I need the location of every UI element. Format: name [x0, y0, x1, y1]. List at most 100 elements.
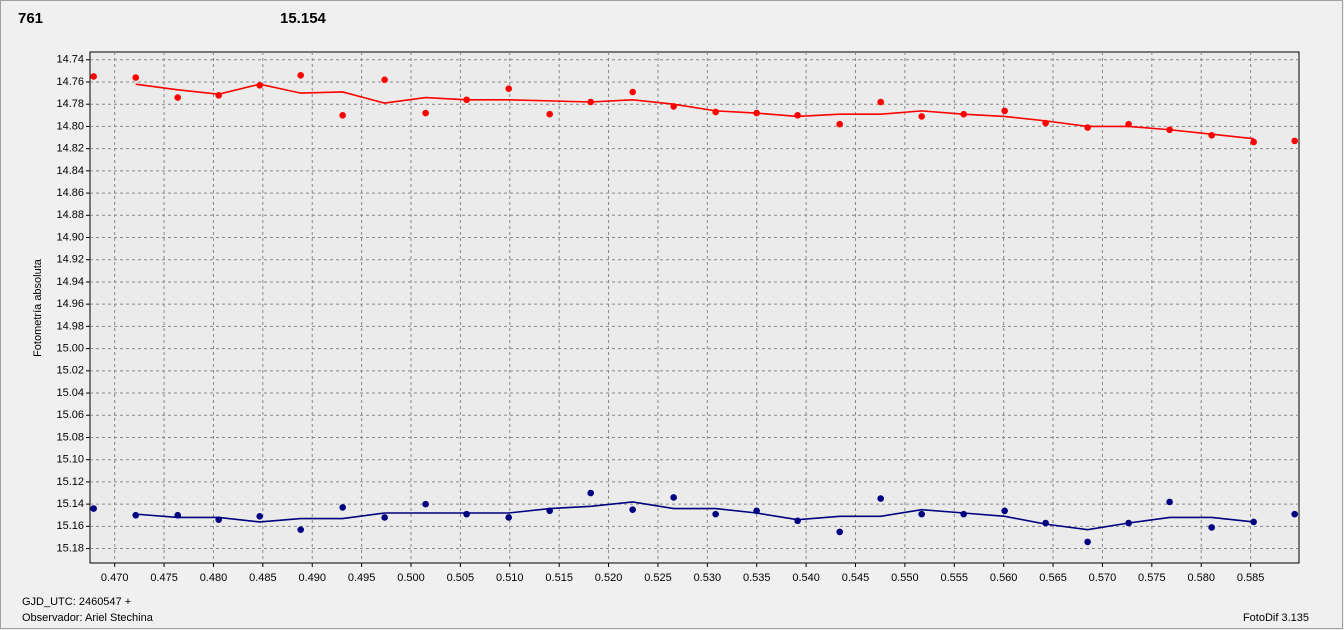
y-tick-label: 14.86 — [56, 187, 84, 199]
x-tick-label: 0.555 — [941, 572, 969, 584]
y-tick-label: 15.14 — [56, 498, 84, 510]
data-point — [256, 513, 263, 520]
x-tick-label: 0.510 — [496, 572, 524, 584]
y-tick-label: 14.82 — [56, 143, 84, 155]
x-tick-label: 0.535 — [743, 572, 771, 584]
x-tick-label: 0.570 — [1089, 572, 1117, 584]
data-point — [587, 489, 594, 497]
data-point — [918, 113, 925, 120]
header-label: 761 — [18, 10, 43, 27]
y-tick-label: 15.10 — [56, 454, 84, 466]
x-tick-label: 0.520 — [595, 572, 623, 584]
y-tick-label: 14.98 — [56, 320, 84, 332]
x-tick-label: 0.575 — [1138, 572, 1166, 584]
x-tick-label: 0.525 — [644, 572, 672, 584]
data-point — [836, 528, 843, 536]
data-point — [463, 510, 470, 518]
x-tick-label: 0.485 — [249, 572, 277, 584]
data-point — [629, 88, 636, 96]
data-point — [1001, 507, 1008, 515]
data-point — [505, 85, 513, 92]
data-point — [546, 110, 553, 118]
data-point — [297, 72, 304, 79]
data-point — [505, 514, 513, 521]
data-point — [1001, 107, 1008, 115]
x-tick-label: 0.490 — [298, 572, 326, 584]
x-tick-label: 0.580 — [1187, 572, 1215, 584]
footer-text: GJD_UTC: 2460547 + — [22, 596, 131, 608]
x-tick-label: 0.545 — [842, 572, 870, 584]
x-tick-label: 0.475 — [150, 572, 178, 584]
x-tick-label: 0.540 — [792, 572, 820, 584]
y-tick-label: 14.78 — [56, 98, 84, 110]
x-tick-label: 0.505 — [447, 572, 475, 584]
data-point — [1208, 524, 1215, 531]
data-point — [918, 510, 925, 518]
plot-area — [89, 51, 1300, 564]
x-tick-label: 0.560 — [990, 572, 1018, 584]
y-tick-label: 14.88 — [56, 209, 84, 221]
data-point — [90, 505, 97, 512]
y-tick-label: 15.06 — [56, 409, 84, 421]
y-tick-label: 14.96 — [56, 298, 84, 310]
data-point — [132, 74, 140, 81]
data-point — [1084, 124, 1091, 131]
data-point — [877, 98, 884, 106]
data-point — [960, 510, 967, 518]
y-tick-label: 14.90 — [56, 231, 84, 243]
y-axis-label: Fotometría absoluta — [32, 258, 44, 357]
data-point — [256, 82, 263, 89]
y-tick-label: 15.12 — [56, 476, 84, 488]
header-label: 15.154 — [280, 10, 327, 27]
data-point — [794, 517, 801, 525]
y-tick-label: 15.00 — [56, 343, 84, 355]
x-tick-label: 0.565 — [1039, 572, 1067, 584]
data-point — [132, 511, 140, 519]
x-tick-label: 0.500 — [397, 572, 425, 584]
x-tick-label: 0.550 — [891, 572, 919, 584]
data-point — [339, 112, 346, 119]
data-point — [629, 506, 636, 513]
x-tick-label: 0.530 — [694, 572, 722, 584]
y-tick-label: 15.16 — [56, 520, 84, 532]
data-point — [381, 76, 388, 84]
y-tick-label: 15.08 — [56, 431, 84, 443]
data-point — [1208, 132, 1215, 139]
footer-text: Observador: Ariel Stechina — [22, 612, 154, 624]
data-point — [670, 494, 677, 501]
footer-text: FotoDif 3.135 — [1243, 612, 1309, 624]
y-tick-label: 14.94 — [56, 276, 84, 288]
x-tick-label: 0.480 — [200, 572, 228, 584]
y-tick-label: 15.02 — [56, 365, 84, 377]
x-tick-label: 0.470 — [101, 572, 129, 584]
y-tick-label: 15.04 — [56, 387, 84, 399]
fit-line — [135, 83, 1254, 140]
data-point — [836, 120, 843, 128]
data-point — [297, 526, 304, 533]
data-point — [90, 73, 97, 80]
x-tick-label: 0.515 — [545, 572, 573, 584]
y-tick-label: 14.84 — [56, 165, 84, 177]
data-point — [877, 495, 884, 502]
data-point — [339, 504, 346, 511]
data-point — [712, 510, 719, 518]
y-tick-label: 14.92 — [56, 254, 84, 266]
data-point — [712, 108, 719, 116]
data-point — [1291, 137, 1298, 145]
y-tick-label: 14.74 — [56, 54, 84, 66]
data-point — [1166, 498, 1173, 506]
data-point — [1084, 538, 1091, 546]
x-tick-label: 0.585 — [1237, 572, 1265, 584]
fit-line — [135, 501, 1254, 531]
data-point — [174, 94, 182, 101]
y-tick-label: 14.76 — [56, 76, 84, 88]
data-point — [381, 514, 388, 521]
data-point — [1291, 510, 1298, 518]
data-point — [794, 112, 801, 119]
data-point — [1250, 518, 1257, 526]
y-tick-label: 14.80 — [56, 120, 84, 132]
data-point — [422, 500, 429, 508]
data-point — [422, 109, 429, 117]
x-tick-label: 0.495 — [348, 572, 376, 584]
